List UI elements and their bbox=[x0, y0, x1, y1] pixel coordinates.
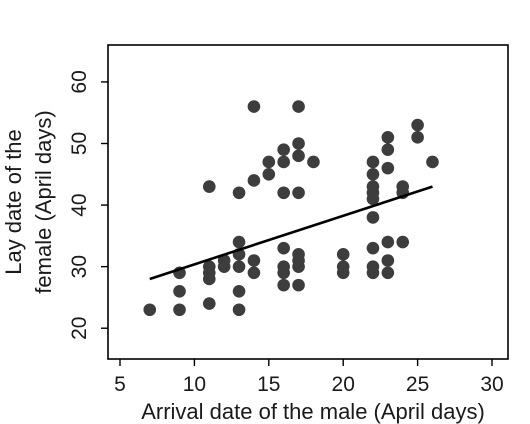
data-point bbox=[217, 254, 231, 267]
data-point bbox=[292, 248, 305, 261]
data-point bbox=[262, 167, 276, 181]
y-tick-label: 20 bbox=[68, 317, 91, 340]
data-point bbox=[277, 143, 290, 156]
data-point bbox=[202, 180, 216, 193]
data-point bbox=[277, 186, 290, 200]
x-tick-label: 15 bbox=[257, 373, 280, 396]
data-point bbox=[426, 155, 439, 169]
data-points bbox=[143, 100, 439, 317]
y-tick-label: 60 bbox=[68, 70, 91, 93]
y-axis-label-line-2: female (April days) bbox=[31, 110, 56, 293]
data-point bbox=[381, 161, 395, 175]
data-point bbox=[366, 155, 380, 169]
regression-line-group bbox=[149, 185, 433, 281]
data-point bbox=[381, 131, 395, 144]
data-point bbox=[336, 248, 350, 261]
data-point bbox=[411, 118, 424, 132]
x-axis-label: Arrival date of the male (April days) bbox=[141, 399, 485, 424]
data-point bbox=[292, 149, 305, 163]
data-point bbox=[232, 235, 246, 249]
data-point bbox=[336, 260, 350, 273]
data-point bbox=[396, 180, 410, 193]
data-point bbox=[247, 100, 261, 113]
data-point bbox=[277, 241, 290, 255]
data-point bbox=[366, 167, 380, 181]
x-tick-label: 20 bbox=[332, 373, 355, 396]
data-point bbox=[173, 284, 186, 298]
data-point bbox=[307, 155, 320, 169]
data-point bbox=[396, 235, 410, 249]
data-point bbox=[232, 303, 246, 317]
data-point bbox=[173, 303, 186, 317]
data-point bbox=[366, 211, 380, 224]
data-point bbox=[381, 143, 395, 156]
data-point bbox=[381, 235, 395, 249]
y-axis-ticks: 20 30 40 50 60 bbox=[68, 70, 108, 340]
data-point bbox=[366, 260, 380, 273]
x-tick-label: 30 bbox=[480, 373, 503, 396]
data-point bbox=[277, 155, 290, 169]
data-point bbox=[247, 254, 261, 267]
data-point bbox=[247, 174, 261, 187]
data-point bbox=[277, 260, 290, 273]
data-point bbox=[202, 260, 216, 273]
plot-frame bbox=[107, 44, 509, 360]
data-point bbox=[277, 278, 290, 292]
y-tick-label: 50 bbox=[68, 132, 91, 155]
x-tick-label: 5 bbox=[114, 373, 126, 396]
data-point bbox=[366, 180, 380, 193]
y-axis-label-line-1: Lay date of the bbox=[1, 129, 26, 275]
data-point bbox=[232, 186, 246, 200]
data-point bbox=[292, 278, 305, 292]
y-tick-label: 40 bbox=[68, 193, 91, 216]
data-point bbox=[232, 284, 246, 298]
data-point bbox=[262, 155, 276, 169]
data-point bbox=[381, 266, 395, 280]
data-point bbox=[292, 186, 305, 200]
x-axis-ticks: 5 10 15 20 25 30 bbox=[114, 359, 504, 396]
x-tick-label: 25 bbox=[406, 373, 429, 396]
data-point bbox=[247, 266, 261, 280]
regression-line bbox=[149, 185, 433, 281]
data-point bbox=[292, 137, 305, 150]
data-point bbox=[411, 131, 424, 144]
data-point bbox=[292, 100, 305, 113]
y-tick-label: 30 bbox=[68, 255, 91, 278]
data-point bbox=[202, 297, 216, 310]
data-point bbox=[232, 260, 246, 273]
data-point bbox=[381, 254, 395, 267]
data-point bbox=[143, 303, 157, 317]
y-axis-label: Lay date of the female (April days) bbox=[1, 110, 56, 293]
data-point bbox=[366, 241, 380, 255]
x-tick-label: 10 bbox=[183, 373, 206, 396]
